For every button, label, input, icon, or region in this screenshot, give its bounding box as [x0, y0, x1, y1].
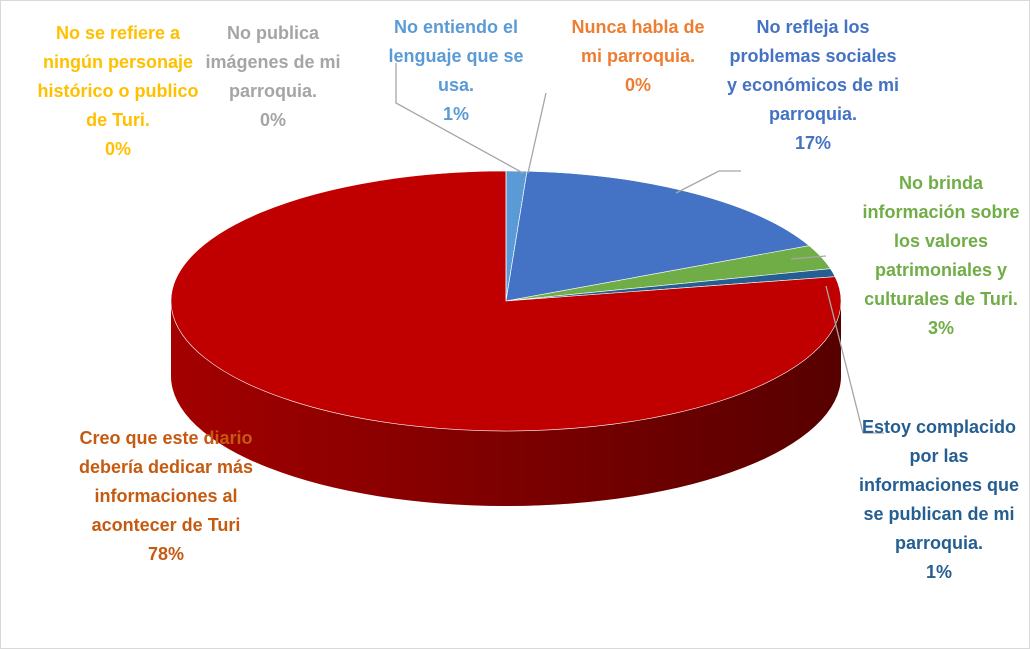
value-label: 3% — [927, 318, 954, 338]
data-label: No publica imágenes de mi parroquia. 0% — [203, 19, 343, 135]
category-label: No publica imágenes de mi parroquia. — [205, 23, 341, 101]
category-label: No refleja los problemas sociales y econ… — [726, 17, 900, 124]
value-label: 78% — [147, 544, 185, 564]
category-label: No brinda información sobre los valores … — [862, 173, 1020, 309]
data-label: Nunca habla de mi parroquia. 0% — [563, 13, 713, 100]
data-label: Estoy complacido por las informaciones q… — [849, 413, 1029, 587]
pie-side-shade — [171, 301, 841, 506]
leader-lines — [395, 63, 884, 434]
category-label: No entiendo el lenguaje que se usa. — [388, 17, 524, 95]
value-label: 1% — [925, 562, 952, 582]
category-label: Estoy complacido por las informaciones q… — [858, 417, 1020, 553]
data-label: No brinda información sobre los valores … — [854, 169, 1029, 343]
value-label: 0% — [259, 110, 286, 130]
pie-slice — [505, 170, 810, 302]
pie-slice — [170, 170, 842, 432]
data-label: Creo que este diario debería dedicar más… — [66, 424, 266, 569]
value-label: 0% — [104, 139, 131, 159]
category-label: Nunca habla de mi parroquia. — [571, 17, 705, 66]
category-label: No se refiere a ningún personaje históri… — [37, 23, 199, 130]
value-label: 1% — [442, 104, 469, 124]
data-label: No entiendo el lenguaje que se usa. 1% — [374, 13, 539, 129]
value-label: 17% — [794, 133, 832, 153]
data-label: No refleja los problemas sociales y econ… — [723, 13, 903, 158]
data-label: No se refiere a ningún personaje históri… — [26, 19, 211, 164]
value-label: 0% — [624, 75, 651, 95]
category-label: Creo que este diario debería dedicar más… — [78, 428, 254, 535]
